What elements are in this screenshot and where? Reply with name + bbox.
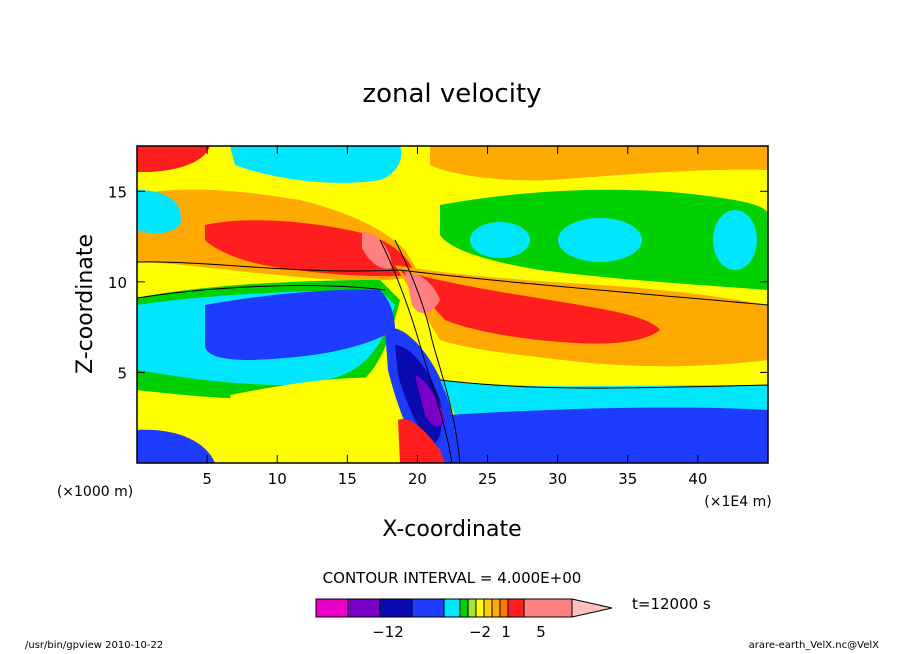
contour-band-red-right — [400, 270, 660, 344]
contour-bottom-red — [398, 419, 445, 463]
x-tick-label: 10 — [268, 470, 287, 488]
colorbar-tick-label: 1 — [501, 623, 511, 641]
colorbar-segment — [523, 598, 573, 618]
colorbar-segment — [507, 598, 525, 618]
colorbar-segment — [483, 598, 493, 618]
contour-cyan-lens-1 — [470, 222, 530, 258]
colorbar-segment — [379, 598, 413, 618]
plot-area — [136, 145, 769, 464]
x-tick-label: 15 — [338, 470, 357, 488]
x-units-label: (×1E4 m) — [704, 494, 771, 510]
contour-line-1 — [137, 261, 768, 306]
colorbar: −12 −2 1 5 — [315, 598, 613, 641]
colorbar-segment — [475, 598, 485, 618]
y-tick-label: 15 — [108, 183, 127, 201]
contour-top-cyan — [230, 146, 402, 183]
x-tick-label: 35 — [618, 470, 637, 488]
contour-pink-blob — [362, 232, 392, 269]
colorbar-segment — [411, 598, 445, 618]
x-tick-label: 30 — [548, 470, 567, 488]
contour-line-4 — [379, 239, 453, 463]
colorbar-segment — [315, 598, 349, 618]
x-tick-label: 20 — [408, 470, 427, 488]
y-axis: 5 10 15 — [108, 183, 768, 382]
contour-lower-blue — [450, 407, 768, 463]
colorbar-segment — [443, 598, 461, 618]
y-tick-label: 5 — [117, 364, 127, 382]
x-axis: 5 10 15 20 25 30 35 40 — [202, 146, 707, 488]
time-label: t=12000 s — [632, 595, 711, 613]
contour-lower-left-yellow — [230, 377, 400, 419]
contour-line-2 — [137, 285, 386, 299]
colorbar-tick-label: 5 — [536, 623, 546, 641]
contour-lower-left-blue — [137, 429, 215, 463]
x-axis-label: X-coordinate — [382, 517, 521, 542]
contour-cyan-lens-2 — [558, 218, 642, 262]
x-tick-label: 40 — [688, 470, 707, 488]
y-units-label: (×1000 m) — [57, 484, 133, 500]
contour-interval-label: CONTOUR INTERVAL = 4.000E+00 — [323, 569, 582, 587]
footer-left: /usr/bin/gpview 2010-10-22 — [25, 640, 164, 651]
x-tick-label: 25 — [478, 470, 497, 488]
footer-right: arare-earth_VelX.nc@VelX — [748, 640, 879, 651]
colorbar-segment — [347, 598, 381, 618]
colorbar-segment — [499, 598, 509, 618]
x-tick-label: 5 — [202, 470, 212, 488]
colorbar-arrow — [571, 598, 613, 618]
chart-title: zonal velocity — [362, 79, 541, 109]
colorbar-tick-label: −2 — [469, 623, 491, 641]
contour-cyan-lens-3 — [713, 210, 757, 270]
y-axis-label: Z-coordinate — [73, 234, 98, 374]
colorbar-segment — [467, 598, 477, 618]
contour-shear-purple — [415, 375, 445, 427]
contour-top-left — [137, 146, 210, 172]
contour-top-orange-right — [430, 146, 768, 181]
contour-line-3 — [439, 379, 768, 389]
contour-blue-tongue — [205, 289, 395, 360]
colorbar-segment — [491, 598, 501, 618]
plot-frame — [136, 145, 769, 464]
colorbar-segment — [459, 598, 469, 618]
contour-left-cyan — [137, 190, 181, 234]
y-tick-label: 10 — [108, 274, 127, 292]
contour-line-5 — [394, 239, 461, 463]
contour-lower-cyan — [440, 380, 768, 415]
colorbar-tick-label: −12 — [372, 623, 404, 641]
